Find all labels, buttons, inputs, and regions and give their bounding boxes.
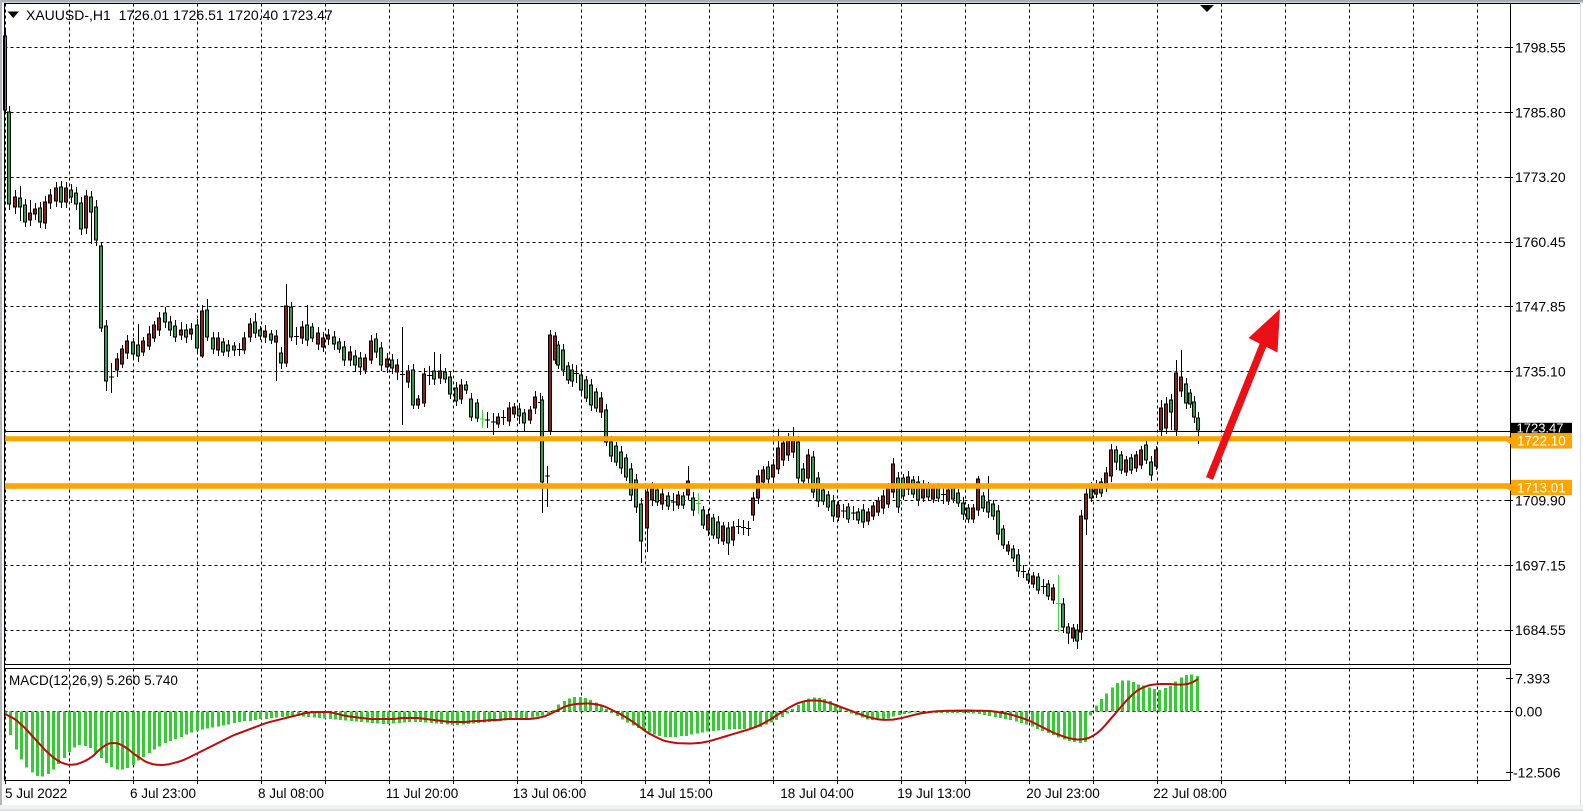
svg-text:1785.80: 1785.80: [1515, 105, 1566, 121]
svg-text:13 Jul 06:00: 13 Jul 06:00: [513, 786, 587, 801]
svg-text:11 Jul 20:00: 11 Jul 20:00: [386, 786, 459, 801]
svg-text:18 Jul 04:00: 18 Jul 04:00: [780, 786, 854, 801]
svg-text:1709.90: 1709.90: [1515, 493, 1566, 509]
svg-text:1760.45: 1760.45: [1515, 234, 1566, 250]
svg-text:1773.20: 1773.20: [1515, 169, 1566, 185]
svg-text:20 Jul 23:00: 20 Jul 23:00: [1026, 786, 1100, 801]
svg-text:1735.10: 1735.10: [1515, 364, 1566, 380]
svg-text:-12.506: -12.506: [1513, 764, 1561, 780]
svg-text:1798.55: 1798.55: [1515, 40, 1566, 56]
svg-text:8 Jul 08:00: 8 Jul 08:00: [258, 786, 324, 801]
svg-text:1747.85: 1747.85: [1515, 299, 1566, 315]
svg-text:14 Jul 15:00: 14 Jul 15:00: [639, 786, 713, 801]
svg-text:19 Jul 13:00: 19 Jul 13:00: [897, 786, 971, 801]
svg-text:22 Jul 08:00: 22 Jul 08:00: [1153, 786, 1227, 801]
svg-text:1722.10: 1722.10: [1517, 434, 1566, 449]
svg-text:0.00: 0.00: [1515, 703, 1542, 719]
svg-text:XAUUSD-,H1 1726.01 1726.51 17: XAUUSD-,H1 1726.01 1726.51 1720.40 1723.…: [26, 7, 333, 23]
svg-text:7.393: 7.393: [1515, 671, 1550, 687]
svg-text:1684.55: 1684.55: [1515, 622, 1566, 638]
svg-text:5 Jul 2022: 5 Jul 2022: [5, 786, 67, 801]
svg-text:1713.01: 1713.01: [1517, 480, 1566, 495]
svg-text:1697.15: 1697.15: [1515, 558, 1566, 574]
svg-text:1723.47: 1723.47: [1517, 420, 1564, 435]
svg-text:6 Jul 23:00: 6 Jul 23:00: [130, 786, 196, 801]
svg-text:MACD(12,26,9) 5.260 5.740: MACD(12,26,9) 5.260 5.740: [9, 673, 178, 688]
